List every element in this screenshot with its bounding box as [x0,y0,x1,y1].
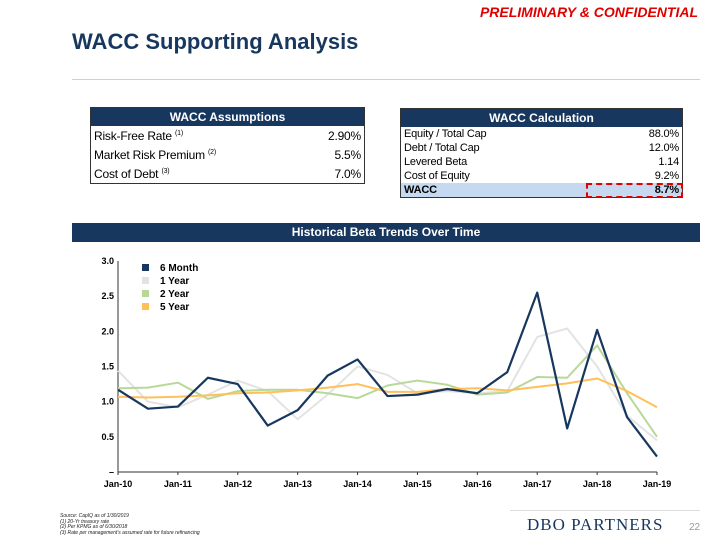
x-tick-label: Jan-10 [104,479,133,489]
x-tick-label: Jan-16 [463,479,492,489]
row-label: Levered Beta [404,156,468,168]
table-row: Debt / Total Cap 12.0% [401,141,683,155]
confidential-label: PRELIMINARY & CONFIDENTIAL [479,4,698,20]
x-tick-label: Jan-11 [164,479,192,489]
series-line-2-year [117,344,658,438]
footnote-ref: (1) [175,130,183,137]
y-tick-label: 1.0 [101,397,114,407]
row-value: 88.0% [648,128,679,140]
x-tick-label: Jan-15 [403,479,432,489]
x-tick-label: Jan-17 [523,479,552,489]
row-value: 5.5% [334,148,361,162]
y-tick-label: 2.5 [101,291,114,301]
y-tick-label: 3.0 [101,256,114,266]
footer-divider [510,510,700,511]
series-line-5-year [117,377,658,409]
table-row: Equity / Total Cap 88.0% [401,127,683,141]
row-label: Market Risk Premium [94,148,205,162]
x-tick-label: Jan-13 [283,479,312,489]
footnote-ref: (2) [208,149,216,156]
row-label: WACC [400,183,586,198]
row-label: Cost of Equity [404,170,470,182]
legend-swatch [142,303,149,310]
legend-swatch [142,290,149,297]
y-tick-label: 1.5 [101,362,114,372]
table-row: Levered Beta 1.14 [401,155,683,169]
legend-swatch [142,264,149,271]
wacc-assumptions-table: WACC Assumptions Risk-Free Rate (1) 2.90%… [90,107,365,184]
x-tick-label: Jan-19 [643,479,672,489]
chart-banner: Historical Beta Trends Over Time [72,223,700,242]
wacc-calculation-table: WACC Calculation Equity / Total Cap 88.0%… [400,108,683,198]
table-row: Cost of Debt (3) 7.0% [91,164,365,184]
table-row: Market Risk Premium (2) 5.5% [91,145,365,164]
x-tick-label: Jan-18 [583,479,612,489]
row-value: 12.0% [648,142,679,154]
footnotes: Source: CapIQ as of 1/30/2019 (1) 20-Yr … [60,513,200,536]
footnote: (2) Per KPMG as of 6/30/2018 [60,524,128,530]
y-tick-label: 2.0 [101,326,114,336]
table-row: Risk-Free Rate (1) 2.90% [91,126,365,145]
x-tick-label: Jan-14 [343,479,372,489]
y-tick-label: – [109,467,114,477]
footnote: Source: CapIQ as of 1/30/2019 [60,513,129,519]
legend-label: 1 Year [160,276,189,287]
y-tick-label: 0.5 [101,432,114,442]
legend-label: 6 Month [160,263,198,274]
table-title: WACC Assumptions [90,107,365,126]
company-logo: DBO PARTNERS [527,515,664,534]
row-value: 2.90% [327,129,361,143]
table-row: Cost of Equity 9.2% [401,169,683,183]
series-line-6-month [117,291,658,458]
legend-swatch [142,277,149,284]
row-value: 7.0% [334,167,361,181]
table-title: WACC Calculation [400,108,683,127]
row-label: Debt / Total Cap [404,142,480,154]
legend-label: 2 Year [160,289,189,300]
page-title: WACC Supporting Analysis [72,29,359,54]
row-value: 9.2% [654,170,679,182]
row-label: Equity / Total Cap [404,128,487,140]
footnote: (1) 20-Yr treasury rate [60,518,110,525]
row-value: 1.14 [658,156,679,168]
series-line-1-year [117,327,658,442]
footnote: (3) Rate per management's assumed rate f… [60,529,200,536]
footnote-ref: (3) [161,168,170,175]
page-number: 22 [689,522,701,533]
row-label: Risk-Free Rate [94,129,172,143]
wacc-total-row: WACC 8.7% [400,183,683,198]
row-label: Cost of Debt [94,167,159,181]
legend-label: 5 Year [160,302,189,313]
wacc-value-highlight: 8.7% [586,183,683,198]
x-tick-label: Jan-12 [224,479,253,489]
divider [72,79,700,80]
